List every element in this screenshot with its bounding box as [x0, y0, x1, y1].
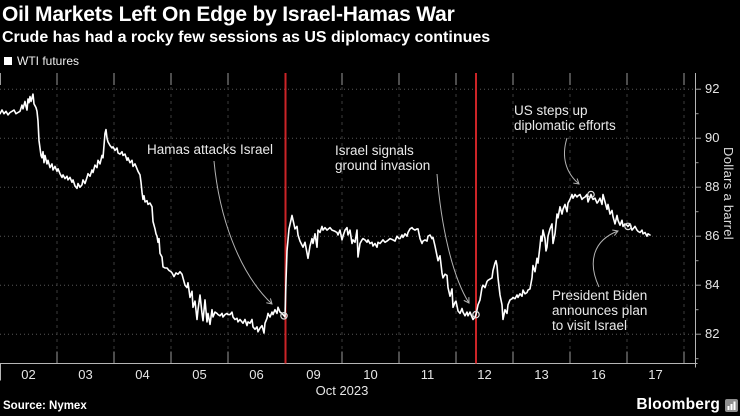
event-marker [280, 311, 288, 320]
generated-chart-layers [0, 73, 701, 381]
x-axis-month-label: Oct 2023 [315, 383, 369, 398]
y-tick-label: 82 [705, 326, 720, 342]
bloomberg-wordmark: Bloomberg [636, 396, 720, 413]
annotation-arrows [213, 137, 619, 305]
x-tick-label: 04 [135, 367, 150, 382]
x-tick-label: 06 [249, 367, 264, 382]
bloomberg-chart-icon [725, 398, 738, 412]
annotation-line: announces plan [552, 303, 648, 318]
x-tick-label: 09 [306, 367, 321, 382]
x-tick-label: 02 [21, 367, 36, 382]
y-tick-label: 84 [705, 277, 720, 293]
legend-swatch-icon [4, 57, 12, 65]
annotation-line: Israel signals [335, 143, 414, 158]
x-tick-label: 17 [648, 367, 663, 382]
annotation-line: to visit Israel [552, 318, 628, 333]
annotation-line: diplomatic efforts [514, 118, 616, 133]
x-tick-label: 11 [420, 367, 435, 382]
arrow-us-diplomacy [564, 137, 580, 185]
legend-label: WTI futures [17, 54, 80, 68]
event-marker [587, 190, 595, 199]
chart-title: Oil Markets Left On Edge by Israel-Hamas… [2, 3, 455, 26]
x-axis-labels: 02 03 04 05 06 09 10 11 12 13 16 17 [0, 367, 740, 383]
annotation-ground-invasion: Israel signals ground invasion [335, 143, 430, 173]
y-tick-label: 88 [705, 179, 720, 195]
annotation-us-diplomacy: US steps up diplomatic efforts [514, 103, 616, 133]
annotation-line: President Biden [552, 288, 648, 303]
price-line [0, 93, 651, 334]
annotation-line: ground invasion [335, 158, 431, 173]
source-label: Source: Nymex [3, 400, 87, 412]
legend: WTI futures [4, 54, 79, 68]
chart-subtitle: Crude has had a rocky few sessions as US… [2, 29, 491, 46]
y-axis-labels: 92 90 88 86 84 82 [698, 0, 738, 416]
arrow-biden-visit [592, 229, 619, 288]
arrow-ground-invasion [436, 173, 470, 304]
y-axis-unit-label: Dollars a barrel [721, 147, 736, 240]
y-tick-label: 90 [705, 130, 720, 146]
event-marker [624, 222, 632, 231]
y-tick-label: 92 [705, 81, 720, 97]
annotation-hamas-attacks: Hamas attacks Israel [147, 142, 273, 157]
x-tick-label: 13 [534, 367, 549, 382]
x-tick-label: 10 [363, 367, 378, 382]
y-tick-label: 86 [705, 228, 720, 244]
x-tick-label: 03 [78, 367, 93, 382]
annotation-biden-visit: President Biden announces plan to visit … [552, 288, 647, 333]
annotation-line: US steps up [514, 103, 588, 118]
arrow-hamas-attacks [213, 160, 273, 305]
x-tick-label: 16 [591, 367, 606, 382]
x-tick-label: 05 [192, 367, 207, 382]
annotation-line: Hamas attacks Israel [147, 142, 274, 157]
event-marker [472, 310, 480, 319]
bloomberg-logo: Bloomberg [636, 396, 738, 414]
x-tick-label: 12 [477, 367, 492, 382]
